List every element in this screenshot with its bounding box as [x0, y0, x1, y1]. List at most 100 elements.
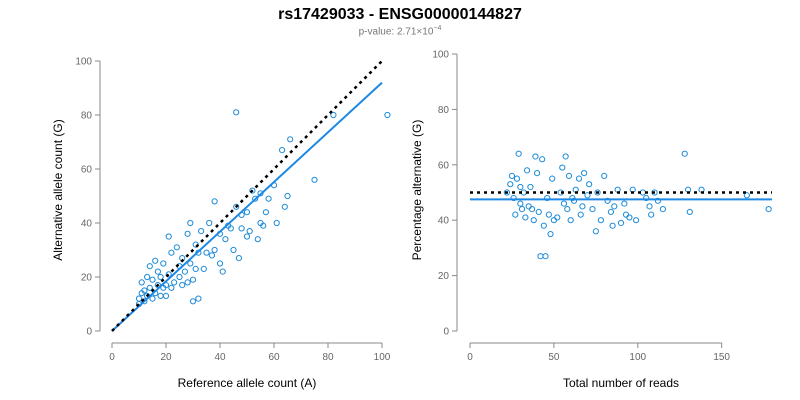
data-point — [265, 195, 272, 202]
data-point — [254, 236, 261, 243]
data-point — [565, 172, 573, 179]
x-tick-label: 60 — [268, 352, 280, 363]
data-point — [544, 194, 551, 202]
data-point — [554, 214, 561, 221]
data-point — [522, 214, 529, 221]
data-point — [537, 253, 544, 260]
data-point — [208, 252, 215, 259]
data-point — [230, 246, 237, 254]
data-point — [160, 260, 167, 267]
data-point — [601, 172, 608, 179]
y-tick-label: 40 — [438, 216, 450, 227]
data-point — [238, 225, 245, 232]
data-point — [528, 206, 536, 213]
x-axis-title: Total number of reads — [563, 376, 679, 390]
data-point — [311, 176, 318, 183]
data-point — [643, 194, 650, 202]
data-point — [523, 167, 531, 174]
data-point — [609, 222, 616, 229]
x-tick-label: 100 — [629, 352, 646, 363]
chart-title: rs17429033 - ENSG00000144827 — [278, 6, 522, 23]
data-point — [743, 192, 750, 199]
x-tick-label: 50 — [548, 352, 560, 363]
data-point — [171, 279, 178, 286]
y-tick-label: 60 — [81, 165, 93, 176]
data-point — [577, 211, 584, 218]
y-tick-label: 80 — [81, 111, 93, 122]
data-point — [681, 150, 688, 157]
x-tick-label: 20 — [160, 352, 172, 363]
data-point — [651, 189, 658, 196]
x-tick-label: 150 — [713, 352, 730, 363]
data-point — [165, 271, 172, 278]
y-tick-label: 20 — [438, 271, 450, 282]
data-point — [189, 298, 197, 305]
data-point — [149, 276, 156, 283]
data-point — [508, 172, 516, 179]
data-point — [260, 222, 267, 229]
data-point — [589, 206, 596, 213]
y-tick-label: 100 — [432, 50, 449, 61]
p-value-text: p-value: 2.71×10 — [358, 26, 434, 38]
data-point — [187, 219, 194, 227]
fit-line — [111, 81, 383, 332]
data-point — [607, 208, 615, 215]
data-point — [570, 197, 578, 204]
data-point — [532, 153, 539, 160]
data-point — [192, 241, 199, 248]
data-point — [287, 136, 294, 143]
data-point — [633, 217, 640, 224]
data-point — [549, 175, 556, 182]
data-point — [181, 268, 188, 275]
data-point — [560, 200, 568, 207]
data-point — [146, 263, 153, 270]
data-point — [626, 214, 633, 221]
data-point — [273, 219, 280, 227]
x-axis-title: Reference allele count (A) — [178, 376, 317, 390]
data-point — [580, 170, 588, 177]
data-point — [597, 217, 604, 224]
data-point — [141, 287, 148, 294]
data-point — [206, 219, 213, 227]
data-point — [518, 206, 526, 213]
data-point — [617, 219, 625, 227]
data-point — [233, 109, 240, 116]
data-point — [195, 295, 202, 302]
data-point — [592, 228, 599, 235]
data-point — [567, 217, 574, 224]
data-point — [654, 197, 662, 204]
data-point — [330, 111, 337, 119]
data-point — [152, 257, 159, 264]
data-point — [168, 249, 175, 256]
data-point — [192, 265, 199, 272]
data-point — [510, 194, 517, 202]
data-point — [233, 203, 240, 210]
data-point — [149, 295, 156, 302]
data-point — [621, 200, 628, 207]
data-point — [146, 284, 153, 291]
data-point — [243, 233, 251, 240]
data-point — [284, 192, 291, 200]
data-point — [216, 260, 224, 267]
data-point — [203, 249, 210, 256]
data-point — [579, 203, 586, 210]
data-point — [575, 175, 583, 182]
data-point — [246, 228, 253, 235]
data-point — [211, 198, 218, 205]
data-point — [594, 189, 601, 196]
reference-line — [111, 60, 383, 332]
data-point — [540, 222, 547, 229]
y-tick-label: 100 — [75, 57, 92, 68]
data-point — [559, 164, 566, 171]
data-point — [562, 153, 569, 160]
data-point — [154, 268, 161, 275]
panel-allele-counts: 0 20 40 60 80 100 0 20 40 60 80 100 Reference allele… — [51, 57, 391, 391]
data-point — [765, 206, 772, 213]
data-point — [162, 292, 170, 299]
data-point — [503, 189, 511, 196]
data-point — [513, 175, 521, 182]
data-point — [249, 187, 256, 194]
y-axis-title: Percentage alternative (G) — [410, 120, 424, 261]
